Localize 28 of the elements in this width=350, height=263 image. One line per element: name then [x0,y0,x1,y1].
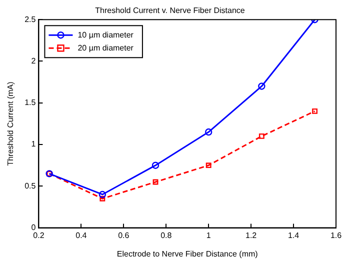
point [152,162,160,169]
x-tick-label: 1 [206,230,212,240]
chart-title: Threshold Current v. Nerve Fiber Distance [95,6,246,16]
x-tick-label: 0.4 [76,230,88,240]
point [100,196,106,202]
x-tick-label: 1.2 [246,230,258,240]
point [206,162,212,168]
point [204,128,212,136]
point [152,179,158,185]
y-axis-title: Threshold Current (mA) [6,81,16,166]
x-tick-label: 0.8 [160,230,172,240]
x-axis-title: Electrode to Nerve Fiber Distance (mm) [116,249,258,258]
x-tick-label: 1.6 [330,230,342,240]
x-tick-label: 0.6 [118,230,130,240]
y-tick-label: 2.5 [24,14,36,24]
point [98,190,106,198]
point [258,82,266,90]
x-tick-label: 0.2 [33,230,45,240]
y-tick-label: 1.5 [24,98,36,108]
point [258,133,264,139]
x-tick-label: 1.4 [288,230,300,240]
legend-label: 10 µm diameter [78,30,134,40]
point [312,108,318,114]
legend-label: 20 µm diameter [78,43,134,52]
y-tick-label: 2 [31,56,36,66]
y-tick-label: 0 [31,223,36,232]
y-tick-label: 0.5 [24,181,36,190]
y-tick-label: 1 [31,140,36,149]
